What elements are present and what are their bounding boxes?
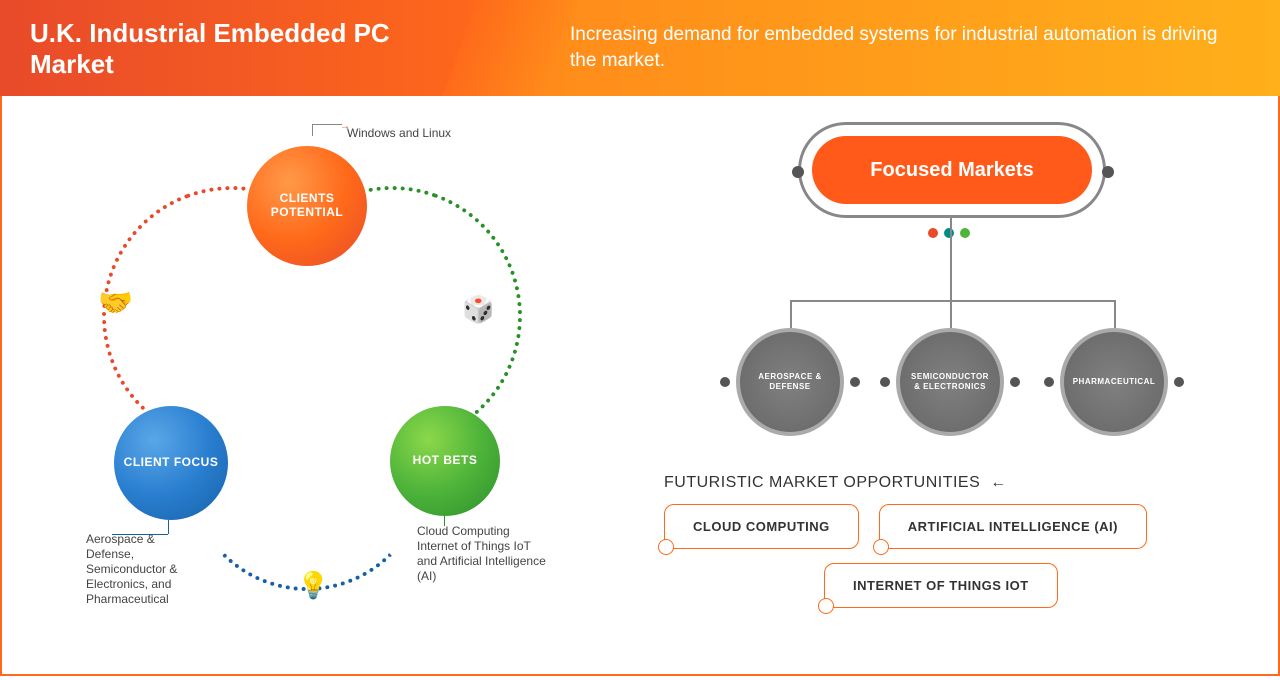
- opportunities-list: CLOUD COMPUTING ARTIFICIAL INTELLIGENCE …: [664, 504, 1238, 608]
- tree-connector: [1114, 300, 1116, 328]
- market-label: SEMICONDUCTOR & ELECTRONICS: [908, 372, 992, 391]
- node-client-focus: CLIENT FOCUS: [114, 406, 228, 520]
- market-node-semiconductor: SEMICONDUCTOR & ELECTRONICS: [896, 328, 1004, 436]
- body: 🤝 🎲 💡 → CLIENTS POTENTIAL CLIENT FOCUS H…: [0, 96, 1280, 676]
- circle-diagram: 🤝 🎲 💡 → CLIENTS POTENTIAL CLIENT FOCUS H…: [2, 96, 612, 674]
- node-label: CLIENT FOCUS: [124, 456, 219, 470]
- market-node-pharma: PHARMACEUTICAL: [1060, 328, 1168, 436]
- market-label: AEROSPACE & DEFENSE: [748, 372, 832, 391]
- tree-connector: [950, 218, 952, 300]
- tree-connector: [790, 300, 792, 328]
- node-label: HOT BETS: [413, 454, 478, 468]
- market-label: PHARMACEUTICAL: [1073, 377, 1156, 387]
- opportunity-iot: INTERNET OF THINGS IOT: [824, 563, 1058, 608]
- tree-connector: [790, 300, 1116, 302]
- header: U.K. Industrial Embedded PC Market Incre…: [0, 0, 1280, 96]
- node-clients-potential: CLIENTS POTENTIAL: [247, 146, 367, 266]
- page-title: U.K. Industrial Embedded PC Market: [30, 18, 480, 80]
- right-panel: Focused Markets AEROSPACE & DEFENSE SEMI…: [612, 96, 1278, 674]
- pill-label: Focused Markets: [870, 159, 1033, 182]
- header-subtitle-block: Increasing demand for embedded systems f…: [510, 0, 1280, 96]
- annotation-right: Cloud Computing Internet of Things IoT a…: [417, 524, 547, 584]
- opportunities-block: FUTURISTIC MARKET OPPORTUNITIES CLOUD CO…: [664, 474, 1238, 608]
- annotation-left: Aerospace & Defense, Semiconductor & Ele…: [86, 532, 206, 607]
- focused-markets-pill: Focused Markets: [812, 136, 1092, 204]
- page-subtitle: Increasing demand for embedded systems f…: [570, 22, 1240, 73]
- handshake-icon: 🤝: [98, 286, 133, 319]
- opportunity-ai: ARTIFICIAL INTELLIGENCE (AI): [879, 504, 1147, 549]
- node-hot-bets: HOT BETS: [390, 406, 500, 516]
- dot-icon: [1102, 166, 1114, 178]
- dot-icon: [792, 166, 804, 178]
- opportunities-title: FUTURISTIC MARKET OPPORTUNITIES: [664, 474, 1238, 492]
- market-node-aerospace: AEROSPACE & DEFENSE: [736, 328, 844, 436]
- node-label: CLIENTS POTENTIAL: [247, 192, 367, 220]
- connector: [312, 124, 342, 125]
- opportunity-cloud: CLOUD COMPUTING: [664, 504, 859, 549]
- triad-dots: [928, 228, 970, 238]
- header-title-block: U.K. Industrial Embedded PC Market: [0, 0, 510, 96]
- lightbulb-icon: 💡: [297, 570, 329, 601]
- dice-icon: 🎲: [462, 294, 494, 325]
- connector: [312, 124, 313, 136]
- tree-connector: [950, 300, 952, 328]
- annotation-top: Windows and Linux: [347, 126, 451, 141]
